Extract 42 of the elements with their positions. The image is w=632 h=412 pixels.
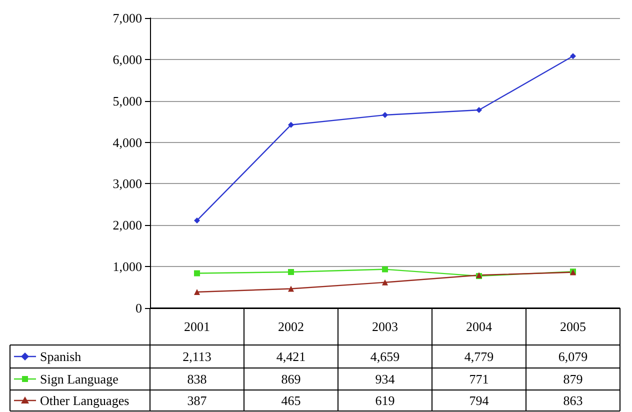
y-tick-label: 7,000	[112, 10, 142, 26]
data-label: 4,779	[464, 349, 494, 364]
x-tick-label: 2005	[560, 319, 586, 334]
data-label: 869	[281, 372, 301, 386]
point	[288, 269, 294, 275]
x-tick-label: 2004	[466, 319, 492, 334]
point	[382, 279, 388, 286]
data-label: 387	[187, 393, 208, 408]
data-label: 4,421	[276, 349, 306, 364]
y-tick-label: 3,000	[112, 176, 142, 192]
point	[382, 112, 388, 118]
y-tick-label: 5,000	[112, 93, 142, 108]
data-label: 4,659	[370, 349, 400, 364]
y-tick-label: 6,000	[112, 52, 142, 67]
y-tick-label: 2,000	[112, 218, 142, 233]
point	[382, 266, 388, 272]
legend-label: Spanish	[40, 349, 82, 364]
data-label: 879	[563, 372, 583, 386]
x-tick-label: 2001	[184, 319, 210, 334]
point	[288, 286, 294, 292]
data-label: 838	[187, 372, 207, 386]
legend-label: Sign Language	[40, 372, 119, 386]
x-tick-label: 2002	[278, 319, 304, 334]
data-label: 863	[563, 393, 583, 408]
data-label: 934	[375, 372, 396, 386]
data-label: 794	[469, 393, 490, 408]
point	[194, 217, 200, 224]
x-tick-label: 2003	[372, 319, 398, 334]
data-label: 465	[281, 393, 301, 408]
point	[194, 288, 200, 295]
point	[570, 53, 576, 60]
legend-label: Other Languages	[40, 393, 130, 408]
data-label: 6,079	[558, 349, 588, 364]
point	[476, 107, 482, 114]
data-label: 2,113	[182, 349, 212, 364]
y-tick-label: 0	[136, 300, 142, 316]
point	[194, 270, 200, 276]
data-label: 619	[375, 393, 395, 408]
y-tick-label: 1,000	[112, 259, 142, 274]
y-tick-label: 4,000	[112, 134, 142, 150]
point	[288, 122, 294, 128]
data-label: 771	[469, 372, 489, 386]
